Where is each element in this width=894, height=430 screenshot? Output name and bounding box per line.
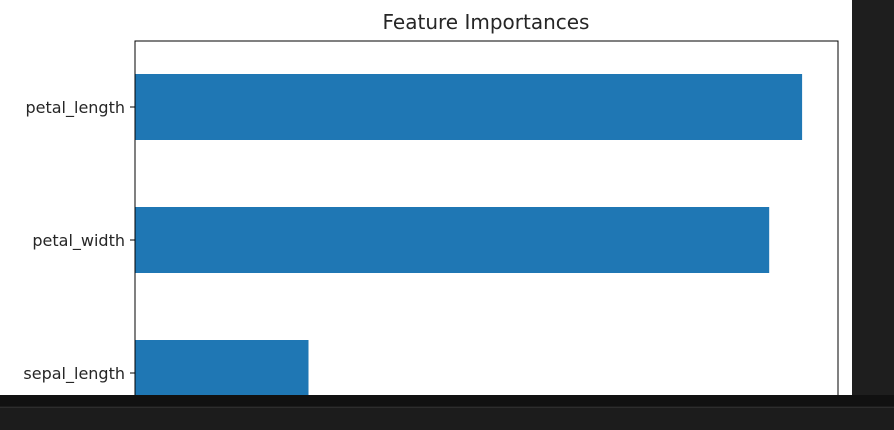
bottom-panel xyxy=(0,395,894,430)
y-tick-label: sepal_length xyxy=(23,364,125,384)
bar-petal-width xyxy=(135,207,770,273)
bar-group xyxy=(135,74,803,395)
editor-scroll-gutter xyxy=(852,0,894,395)
chart-figure: Feature Importances petal_length petal_wi… xyxy=(0,0,852,395)
y-axis-ticks: petal_length petal_width sepal_length xyxy=(23,98,135,384)
y-tick-label: petal_length xyxy=(25,98,125,118)
axes-frame xyxy=(134,40,839,395)
bottom-panel-divider xyxy=(0,407,894,408)
y-tick-label: petal_width xyxy=(32,231,125,251)
feature-importance-chart: Feature Importances petal_length petal_wi… xyxy=(23,10,839,395)
bottom-panel-header xyxy=(0,395,894,406)
bar-petal-length xyxy=(135,74,803,140)
bar-sepal-length xyxy=(135,340,309,395)
chart-title: Feature Importances xyxy=(383,10,590,34)
